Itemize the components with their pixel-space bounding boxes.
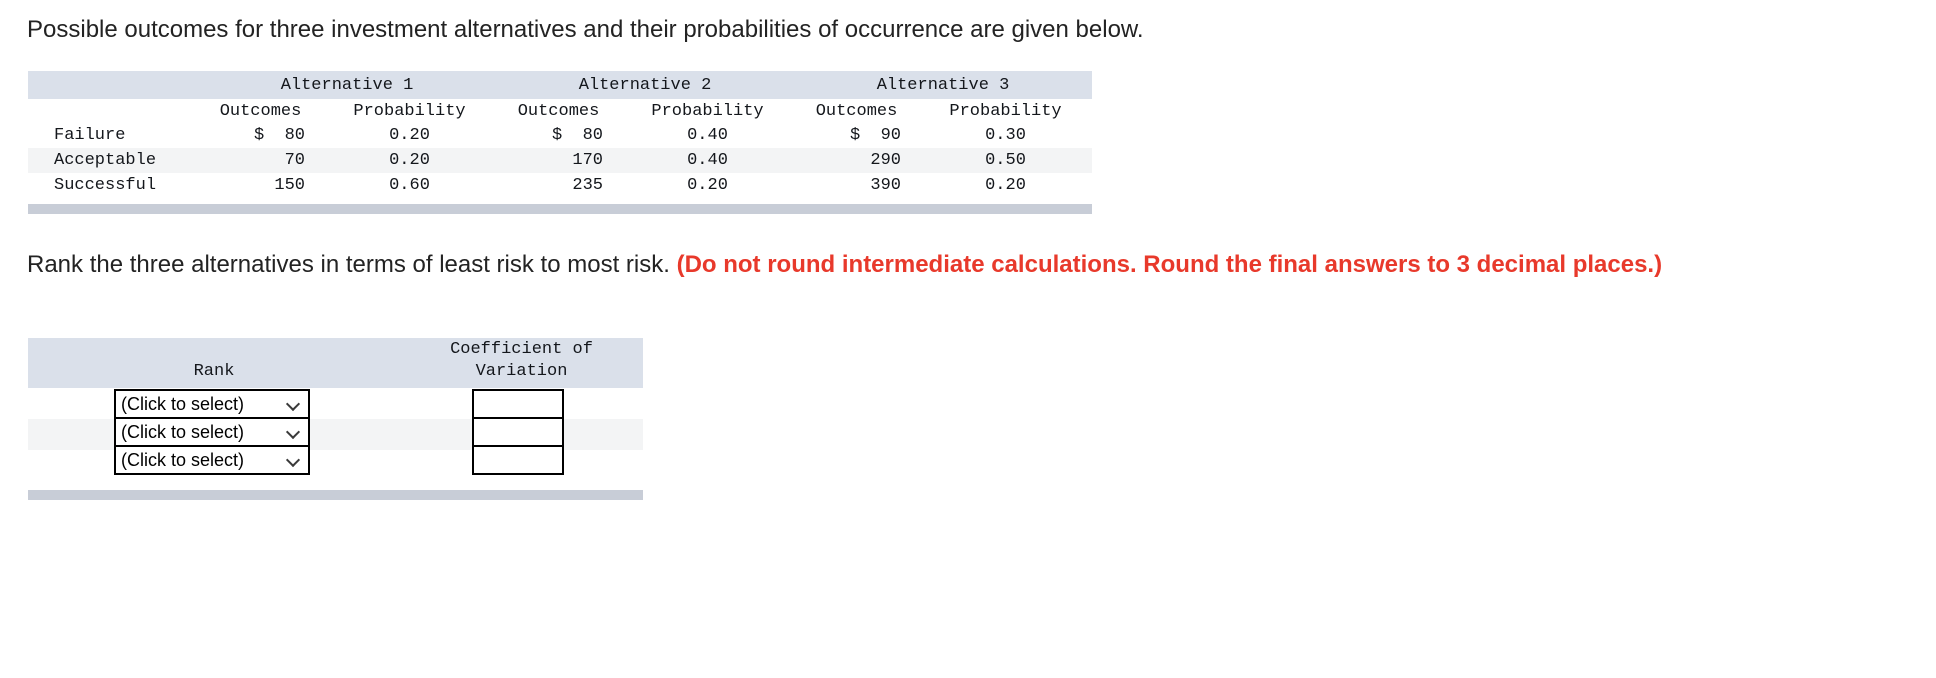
table-row: Acceptable 70 0.20 170 0.40 290 0.50 <box>28 148 1092 173</box>
rank-select-1[interactable]: (Click to select) <box>116 391 308 417</box>
question-text: Rank the three alternatives in terms of … <box>27 248 1907 281</box>
table-row: Failure $ 80 0.20 $ 80 0.40 $ 90 0.30 <box>28 123 1092 148</box>
row-label: Acceptable <box>28 148 198 173</box>
outcome-cell: 390 <box>794 173 919 198</box>
probability-cell: 0.40 <box>621 123 794 148</box>
probability-header: Probability <box>919 99 1092 123</box>
rank-select-3[interactable]: (Click to select) <box>116 447 308 473</box>
outcomes-header: Outcomes <box>496 99 621 123</box>
table-row: Successful 150 0.60 235 0.20 390 0.20 <box>28 173 1092 198</box>
outcomes-header: Outcomes <box>198 99 323 123</box>
outcomes-header: Outcomes <box>794 99 919 123</box>
intro-text: Possible outcomes for three investment a… <box>27 16 1144 43</box>
probability-cell: 0.30 <box>919 123 1092 148</box>
rank-table-header: Rank Coefficient of Variation <box>28 338 643 388</box>
probability-header: Probability <box>621 99 794 123</box>
probability-cell: 0.20 <box>323 123 496 148</box>
cv-column-header: Coefficient of Variation <box>400 339 643 383</box>
outcome-cell: $ 90 <box>794 123 919 148</box>
row-label: Failure <box>28 123 198 148</box>
outcomes-table: Alternative 1 Alternative 2 Alternative … <box>28 71 1092 198</box>
outcome-cell: 70 <box>198 148 323 173</box>
question-emphasis-text: (Do not round intermediate calculations.… <box>676 251 1663 278</box>
probability-cell: 0.20 <box>919 173 1092 198</box>
outcome-cell: 290 <box>794 148 919 173</box>
cv-input-2[interactable] <box>472 417 564 447</box>
row-label: Successful <box>28 173 198 198</box>
rank-select-wrap-1: (Click to select) <box>114 389 310 419</box>
probability-cell: 0.20 <box>621 173 794 198</box>
empty-cell <box>28 71 198 99</box>
rank-select-stack: (Click to select) (Click to select) (Cli… <box>114 389 310 475</box>
rank-column-header: Rank <box>193 362 235 381</box>
probability-cell: 0.20 <box>323 148 496 173</box>
outcome-cell: 235 <box>496 173 621 198</box>
outcome-cell: 170 <box>496 148 621 173</box>
empty-cell <box>28 99 198 123</box>
probability-cell: 0.50 <box>919 148 1092 173</box>
cv-header-line1: Coefficient of <box>450 340 593 359</box>
group-header-alt3: Alternative 3 <box>794 71 1092 99</box>
table-footer-bar <box>28 204 1092 214</box>
rank-select-wrap-3: (Click to select) <box>114 445 310 475</box>
rank-table: Rank Coefficient of Variation (Click to … <box>28 338 643 503</box>
table-header-row: Alternative 1 Alternative 2 Alternative … <box>28 71 1092 99</box>
rank-select-2[interactable]: (Click to select) <box>116 419 308 445</box>
probability-header: Probability <box>323 99 496 123</box>
cv-input-3[interactable] <box>472 445 564 475</box>
cv-input-1[interactable] <box>472 389 564 419</box>
group-header-alt1: Alternative 1 <box>198 71 496 99</box>
outcome-cell: $ 80 <box>198 123 323 148</box>
outcome-cell: $ 80 <box>496 123 621 148</box>
table-footer-bar <box>28 490 643 500</box>
rank-select-wrap-2: (Click to select) <box>114 417 310 447</box>
cv-header-line2: Variation <box>475 362 568 381</box>
table-subheader-row: Outcomes Probability Outcomes Probabilit… <box>28 99 1092 123</box>
group-header-alt2: Alternative 2 <box>496 71 794 99</box>
cv-input-stack <box>472 389 564 475</box>
outcome-cell: 150 <box>198 173 323 198</box>
probability-cell: 0.40 <box>621 148 794 173</box>
question-plain-text: Rank the three alternatives in terms of … <box>27 251 670 278</box>
probability-cell: 0.60 <box>323 173 496 198</box>
